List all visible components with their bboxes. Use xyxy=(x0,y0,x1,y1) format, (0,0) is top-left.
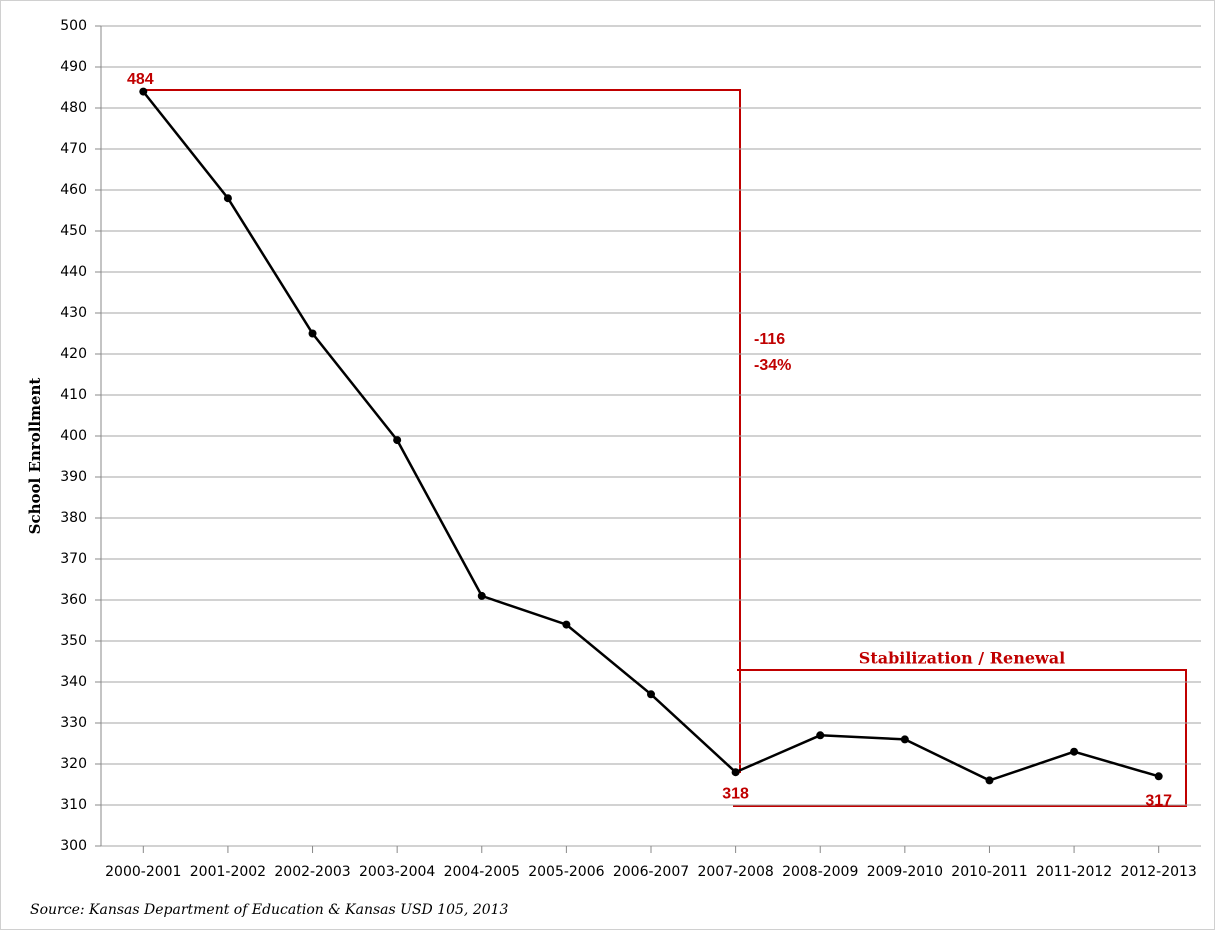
marker xyxy=(308,329,317,338)
marker xyxy=(223,194,232,203)
x-tick-label: 2006-2007 xyxy=(613,864,689,880)
y-tick-label: 330 xyxy=(60,715,87,731)
x-tick-label: 2010-2011 xyxy=(951,864,1027,880)
x-tick-label: 2005-2006 xyxy=(528,864,604,880)
y-tick-label: 470 xyxy=(60,141,87,157)
x-tick-label: 2001-2002 xyxy=(190,864,266,880)
y-tick-label: 350 xyxy=(60,633,87,649)
y-tick-label: 480 xyxy=(60,100,87,116)
y-tick-label: 440 xyxy=(60,264,87,280)
y-tick-label: 360 xyxy=(60,592,87,608)
value-label: 484 xyxy=(127,71,154,88)
x-tick-label: 2004-2005 xyxy=(444,864,520,880)
marker xyxy=(816,731,825,740)
y-tick-label: 410 xyxy=(60,387,87,403)
annotation: Stabilization / Renewal xyxy=(859,649,1065,668)
y-tick-label: 420 xyxy=(60,346,87,362)
marker xyxy=(647,690,655,699)
x-tick-label: 2012-2013 xyxy=(1121,864,1197,880)
y-tick-label: 400 xyxy=(60,428,87,444)
x-tick-label: 2007-2008 xyxy=(697,864,773,880)
y-tick-label: 300 xyxy=(60,838,87,854)
y-tick-label: 320 xyxy=(60,756,87,772)
x-tick-label: 2009-2010 xyxy=(867,864,943,880)
annotation: -116 xyxy=(754,331,785,348)
x-tick-label: 2000-2001 xyxy=(105,864,181,880)
x-tick-label: 2003-2004 xyxy=(359,864,435,880)
marker xyxy=(393,436,402,445)
marker xyxy=(1154,772,1163,781)
x-tick-label: 2008-2009 xyxy=(782,864,858,880)
y-tick-label: 370 xyxy=(60,551,87,567)
marker xyxy=(477,591,486,600)
y-axis-label: School Enrollment xyxy=(26,378,44,535)
source: Source: Kansas Department of Education &… xyxy=(30,902,509,918)
y-tick-label: 380 xyxy=(60,510,87,526)
y-tick-label: 430 xyxy=(60,305,87,321)
value-label: 317 xyxy=(1145,793,1172,810)
y-tick-label: 390 xyxy=(60,469,87,485)
marker xyxy=(139,87,148,96)
y-tick-label: 340 xyxy=(60,674,87,690)
x-tick-label: 2011-2012 xyxy=(1036,864,1112,880)
value-label: 318 xyxy=(722,785,749,802)
y-tick-label: 490 xyxy=(60,59,87,75)
marker xyxy=(1070,747,1079,756)
marker xyxy=(985,776,994,785)
annotation: -34% xyxy=(754,357,791,374)
y-tick-label: 460 xyxy=(60,182,87,198)
decline-bracket xyxy=(143,89,741,773)
marker xyxy=(731,768,740,777)
marker xyxy=(562,620,571,629)
y-tick-label: 310 xyxy=(60,797,87,813)
y-tick-label: 500 xyxy=(60,18,87,34)
stabilization-box xyxy=(733,669,1187,807)
x-tick-label: 2002-2003 xyxy=(274,864,350,880)
y-tick-label: 450 xyxy=(60,223,87,239)
marker xyxy=(900,735,909,744)
